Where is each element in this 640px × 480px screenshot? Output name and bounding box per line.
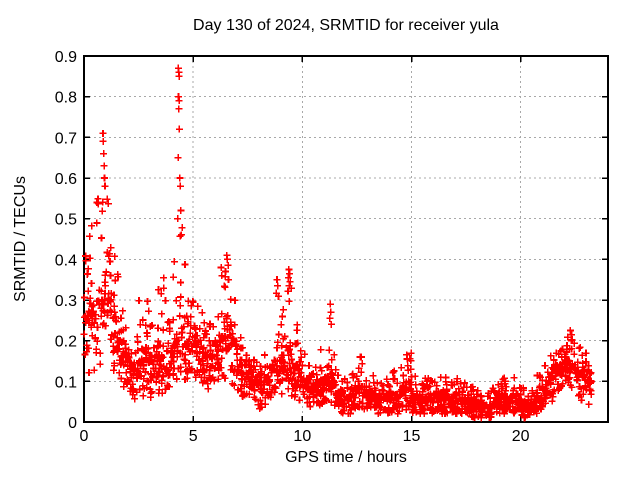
svg-text:0.7: 0.7 bbox=[55, 130, 77, 147]
svg-text:0.6: 0.6 bbox=[55, 171, 77, 188]
axis-tick-labels: 0 5 10 15 20 0 0.1 0.2 0.3 0.4 0.5 0.6 0.7 0.8 0.9 bbox=[55, 49, 530, 445]
axis-tick-marks bbox=[83, 55, 608, 423]
svg-text:15: 15 bbox=[403, 428, 421, 445]
svg-text:0.5: 0.5 bbox=[55, 212, 77, 229]
x-axis-label: GPS time / hours bbox=[285, 449, 407, 466]
svg-text:0.9: 0.9 bbox=[55, 49, 77, 66]
svg-text:0.3: 0.3 bbox=[55, 293, 77, 310]
svg-text:0: 0 bbox=[80, 428, 89, 445]
svg-text:0.2: 0.2 bbox=[55, 334, 77, 351]
svg-text:20: 20 bbox=[512, 428, 530, 445]
plot-border bbox=[83, 55, 609, 423]
svg-text:0.1: 0.1 bbox=[55, 374, 77, 391]
chart-title: Day 130 of 2024, SRMTID for receiver yul… bbox=[193, 17, 499, 34]
scatter-points-srmtid bbox=[80, 64, 595, 422]
y-axis-label: SRMTID / TECUs bbox=[12, 176, 29, 302]
svg-text:10: 10 bbox=[293, 428, 311, 445]
svg-text:0.8: 0.8 bbox=[55, 90, 77, 107]
svg-text:0: 0 bbox=[68, 415, 77, 432]
svg-text:0.4: 0.4 bbox=[55, 252, 77, 269]
svg-text:5: 5 bbox=[189, 428, 198, 445]
